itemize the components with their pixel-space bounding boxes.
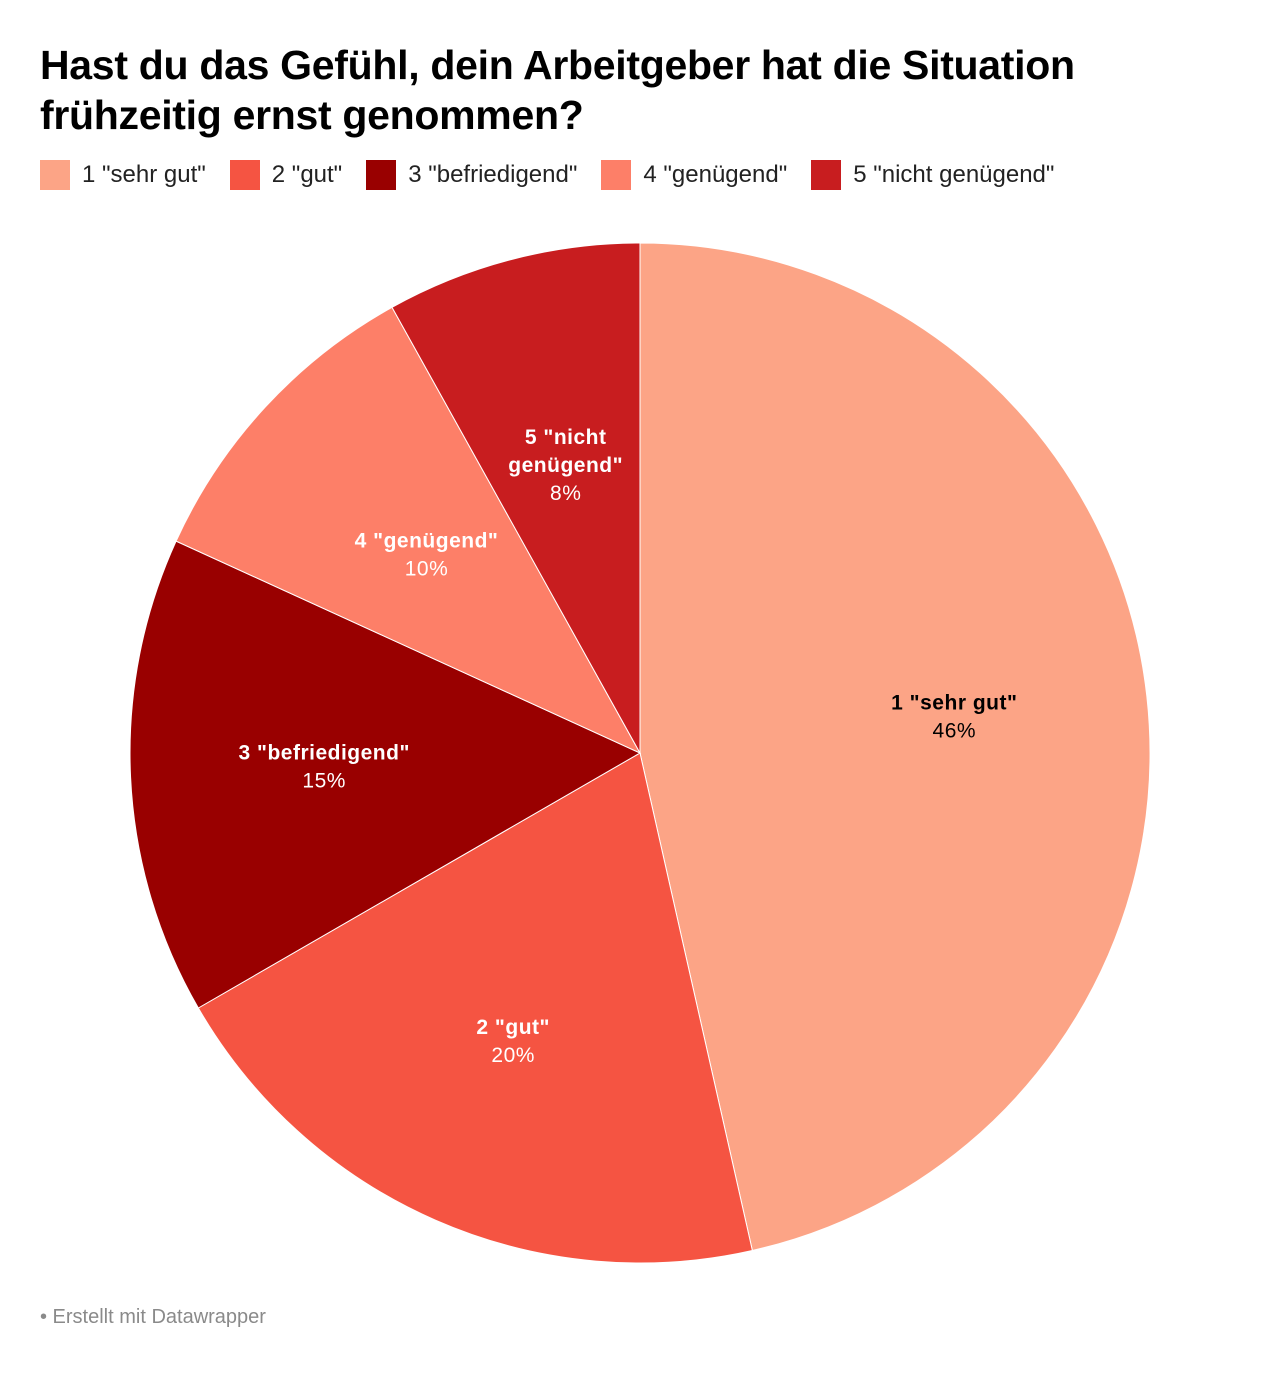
- legend-label: 2 "gut": [271, 161, 343, 188]
- slice-label-value: 8%: [550, 482, 581, 505]
- pie-slice: [639, 242, 1151, 1252]
- legend-item: 5 "nicht genügend": [811, 160, 1054, 190]
- slice-label-name: 1 "sehr gut": [891, 692, 1017, 715]
- legend-swatch: [366, 160, 397, 190]
- slice-label-name: 5 "nicht: [525, 426, 607, 449]
- legend-item: 2 "gut": [229, 160, 343, 190]
- chart-legend: 1 "sehr gut" 2 "gut" 3 "befriedigend" 4 "ge…: [40, 160, 1078, 190]
- pie-slice: [391, 242, 641, 755]
- slice-label: 1 "sehr gut" 46%: [891, 692, 1017, 743]
- legend-swatch: [601, 160, 632, 190]
- legend-item: 3 "befriedigend": [366, 160, 577, 190]
- slice-label: 3 "befriedigend" 15%: [238, 742, 409, 793]
- pie-slice: [129, 540, 642, 1009]
- slice-label: 2 "gut" 20%: [476, 1016, 550, 1067]
- slice-label-value: 46%: [933, 720, 977, 743]
- legend-item: 4 "genügend": [601, 160, 787, 190]
- slice-label: 4 "genügend" 10%: [355, 529, 499, 580]
- slice-label: 5 "nicht genügend" 8%: [508, 426, 623, 505]
- pie-slice: [175, 306, 642, 755]
- chart-title: Hast du das Gefühl, dein Arbeitgeber hat…: [40, 42, 1075, 138]
- legend-label: 4 "genügend": [643, 161, 788, 188]
- slice-label-name: 4 "genügend": [355, 529, 499, 552]
- legend-label: 1 "sehr gut": [82, 161, 206, 188]
- legend-swatch: [811, 160, 842, 190]
- legend-label: 3 "befriedigend": [408, 161, 578, 188]
- legend-swatch: [40, 160, 70, 190]
- slice-label-value: 15%: [302, 770, 346, 793]
- legend-swatch: [229, 160, 260, 190]
- slice-label-name: 3 "befriedigend": [238, 742, 409, 765]
- pie-slice: [197, 752, 753, 1264]
- footer-credit: • Erstellt mit Datawrapper: [40, 1306, 266, 1328]
- slice-label-value: 20%: [491, 1044, 535, 1067]
- legend-item: 1 "sehr gut": [40, 160, 206, 190]
- slice-label-name: genügend": [508, 454, 623, 477]
- slice-label-value: 10%: [405, 557, 449, 580]
- legend-label: 5 "nicht genügend": [853, 161, 1055, 188]
- slice-label-name: 2 "gut": [476, 1016, 550, 1039]
